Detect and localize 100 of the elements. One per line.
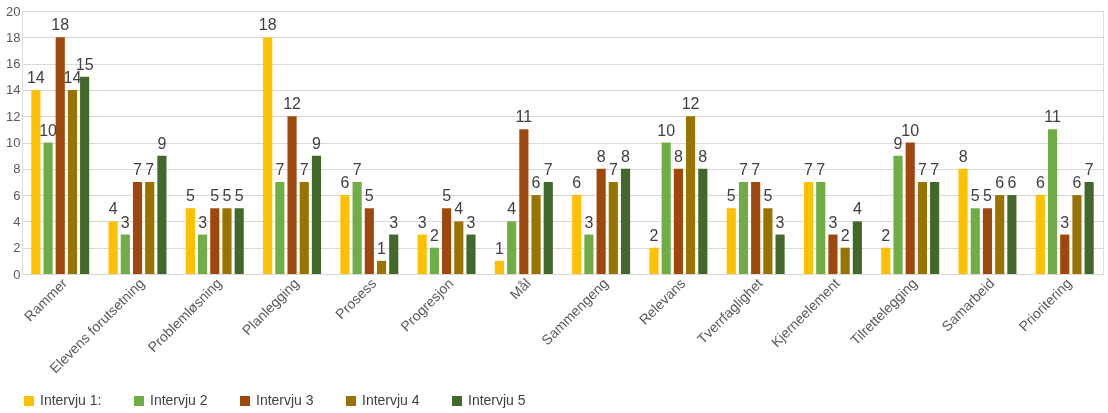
bar [466, 234, 476, 274]
bar [417, 234, 427, 274]
data-label: 3 [466, 213, 476, 231]
data-label: 3 [828, 213, 838, 231]
data-label: 7 [816, 160, 826, 178]
data-label: 5 [442, 187, 452, 205]
bar [726, 208, 736, 274]
bar [763, 208, 773, 274]
bar [507, 221, 517, 274]
bar [698, 168, 708, 274]
bar [494, 260, 505, 274]
bar [299, 181, 309, 274]
bar [828, 234, 838, 274]
data-label: 7 [608, 160, 618, 178]
data-label: 5 [726, 187, 736, 205]
y-tick-label: 12 [6, 108, 21, 124]
bar [1060, 234, 1070, 274]
data-label: 1 [377, 239, 387, 257]
data-label: 9 [157, 134, 167, 152]
x-tick-label: Mål [506, 275, 534, 303]
legend-label: Intervju 5 [468, 392, 526, 408]
bar [775, 234, 785, 274]
bar [995, 195, 1005, 274]
bar [222, 208, 232, 274]
data-label: 6 [1072, 174, 1082, 192]
bar [43, 142, 53, 274]
data-label: 5 [983, 187, 993, 205]
data-label: 7 [751, 160, 761, 178]
bar [738, 181, 749, 274]
bar [840, 247, 850, 274]
data-label: 5 [210, 187, 220, 205]
data-label: 3 [120, 213, 130, 231]
bar [531, 195, 541, 274]
y-tick-label: 14 [6, 82, 21, 98]
bar [31, 89, 41, 274]
data-label: 7 [804, 160, 814, 178]
bar [803, 181, 814, 274]
bar [1047, 129, 1058, 274]
data-label: 3 [198, 213, 208, 231]
y-tick-label: 8 [13, 161, 21, 177]
data-label: 11 [1044, 108, 1061, 126]
bar [287, 116, 297, 274]
y-tick-label: 6 [13, 187, 21, 203]
y-tick-label: 0 [13, 266, 21, 282]
bar [1035, 195, 1045, 274]
data-label: 5 [364, 187, 374, 205]
data-label: 6 [340, 174, 350, 192]
bar [1072, 195, 1082, 274]
legend-label: Intervju 1: [40, 392, 102, 408]
data-label: 6 [1035, 174, 1045, 192]
data-label: 2 [649, 226, 659, 244]
data-label: 7 [133, 160, 143, 178]
data-label: 5 [185, 187, 195, 205]
bar [584, 234, 594, 274]
bar [364, 208, 374, 274]
bar [1084, 181, 1094, 274]
bar [970, 208, 980, 274]
bar [905, 142, 915, 274]
bar [67, 89, 78, 274]
y-tick-label: 16 [6, 56, 21, 72]
bar [120, 234, 130, 274]
bar [311, 155, 322, 274]
bar [108, 221, 118, 274]
data-label: 7 [930, 160, 940, 178]
bar [55, 37, 65, 274]
bar [852, 221, 862, 274]
data-label: 2 [881, 226, 891, 244]
bar [620, 168, 631, 274]
data-label: 8 [596, 147, 606, 165]
data-label: 11 [515, 108, 533, 126]
data-label: 4 [108, 200, 118, 218]
bar [673, 168, 683, 274]
legend-label: Intervju 2 [150, 392, 208, 408]
data-label: 7 [1084, 160, 1094, 178]
data-label: 10 [901, 121, 920, 139]
bar [263, 37, 273, 274]
y-tick-label: 4 [13, 213, 21, 229]
bar [596, 168, 606, 274]
bar [132, 181, 143, 274]
bar [389, 234, 399, 274]
y-tick-label: 2 [13, 240, 21, 256]
data-label: 12 [681, 95, 700, 113]
data-label: 6 [1007, 174, 1017, 192]
bar [649, 247, 659, 274]
data-label: 1 [495, 239, 505, 257]
legend-label: Intervju 4 [362, 392, 420, 408]
data-label: 12 [283, 95, 302, 113]
bar [145, 181, 155, 274]
data-label: 5 [970, 187, 980, 205]
bar [881, 247, 891, 274]
data-label: 6 [572, 174, 582, 192]
data-label: 7 [275, 160, 285, 178]
bar [893, 155, 903, 274]
bar [442, 208, 452, 274]
bar [185, 208, 195, 274]
bar [198, 234, 208, 274]
bar [686, 116, 696, 274]
bar [930, 181, 940, 274]
data-label: 8 [698, 147, 708, 165]
y-tick-label: 18 [6, 29, 21, 45]
